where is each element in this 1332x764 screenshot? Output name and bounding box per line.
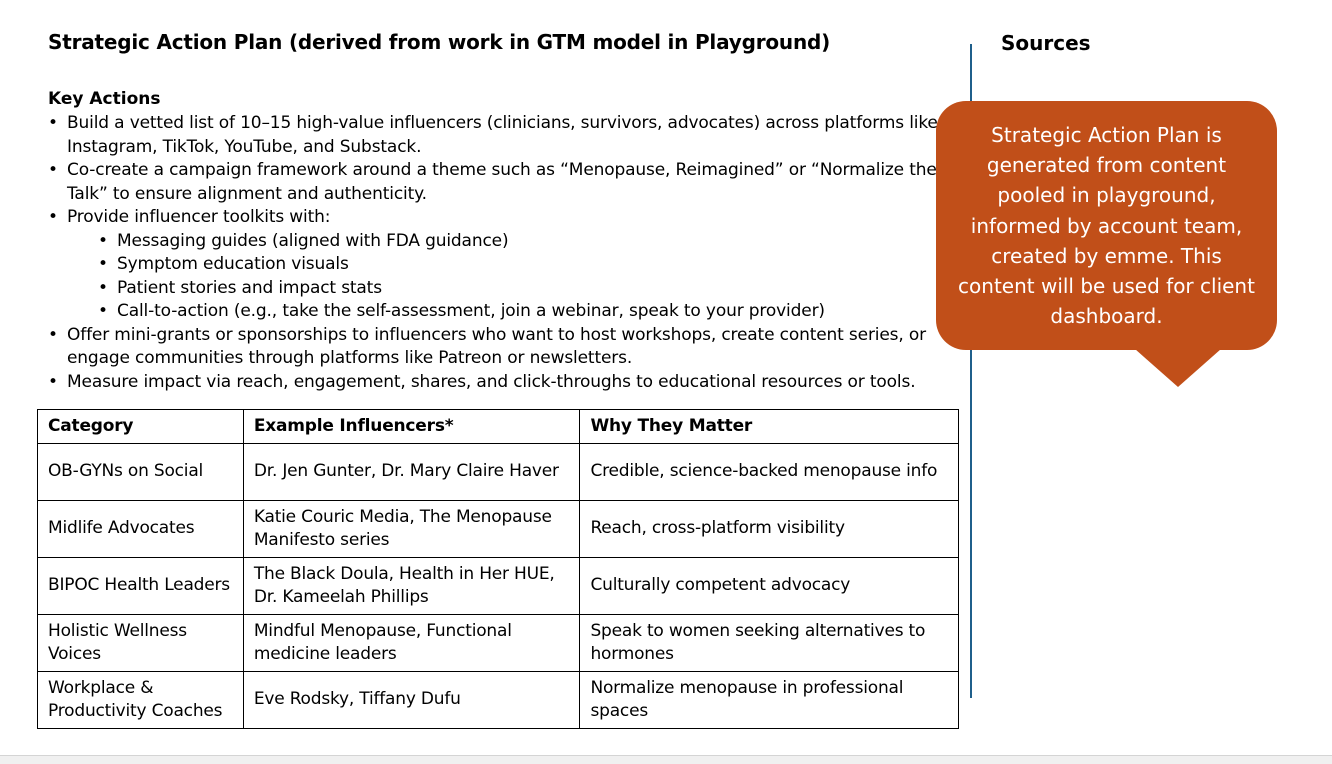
- callout-pointer: [1135, 349, 1221, 387]
- table-header-cell: Category: [37, 409, 244, 444]
- table-cell: Eve Rodsky, Tiffany Dufu: [242, 671, 581, 729]
- table-header-cell: Example Influencers*: [242, 409, 581, 444]
- key-actions-heading: Key Actions: [48, 89, 161, 109]
- callout-text: Strategic Action Plan is generated from …: [958, 123, 1255, 329]
- toolkit-sub-list: Messaging guides (aligned with FDA guida…: [98, 230, 938, 324]
- table-cell: Culturally competent advocacy: [579, 557, 959, 615]
- sub-list-item: Messaging guides (aligned with FDA guida…: [98, 230, 938, 254]
- table-row: Holistic Wellness Voices Mindful Menopau…: [37, 614, 959, 672]
- table-cell: Holistic Wellness Voices: [37, 614, 244, 672]
- sub-list-item: Symptom education visuals: [98, 253, 938, 277]
- bottom-scroll-bar: [0, 755, 1332, 764]
- sub-list-item: Call-to-action (e.g., take the self-asse…: [98, 300, 938, 324]
- table-cell: Dr. Jen Gunter, Dr. Mary Claire Haver: [242, 443, 581, 501]
- table-cell: Credible, science-backed menopause info: [579, 443, 959, 501]
- table-cell: Katie Couric Media, The Menopause Manife…: [242, 500, 581, 558]
- table-cell: OB-GYNs on Social: [37, 443, 244, 501]
- table-row: BIPOC Health Leaders The Black Doula, He…: [37, 557, 959, 615]
- list-item: Co-create a campaign framework around a …: [48, 159, 938, 206]
- table-cell: Midlife Advocates: [37, 500, 244, 558]
- table-cell: Speak to women seeking alternatives to h…: [579, 614, 959, 672]
- table-cell: Workplace & Productivity Coaches: [37, 671, 244, 729]
- table-cell: The Black Doula, Health in Her HUE, Dr. …: [242, 557, 581, 615]
- table-row: Midlife Advocates Katie Couric Media, Th…: [37, 500, 959, 558]
- table-cell: Mindful Menopause, Functional medicine l…: [242, 614, 581, 672]
- list-item: Build a vetted list of 10–15 high-value …: [48, 112, 938, 159]
- table-cell: Normalize menopause in professional spac…: [579, 671, 959, 729]
- list-item: Provide influencer toolkits with: Messag…: [48, 206, 938, 324]
- callout-bubble: Strategic Action Plan is generated from …: [936, 101, 1277, 350]
- sub-list-item: Patient stories and impact stats: [98, 277, 938, 301]
- table-cell: BIPOC Health Leaders: [37, 557, 244, 615]
- page-title: Strategic Action Plan (derived from work…: [48, 30, 831, 54]
- table-header-row: Category Example Influencers* Why They M…: [37, 409, 959, 444]
- table-row: OB-GYNs on Social Dr. Jen Gunter, Dr. Ma…: [37, 443, 959, 501]
- influencer-table: Category Example Influencers* Why They M…: [37, 409, 959, 729]
- table-cell: Reach, cross-platform visibility: [579, 500, 959, 558]
- list-item: Measure impact via reach, engagement, sh…: [48, 371, 938, 395]
- table-header-cell: Why They Matter: [579, 409, 959, 444]
- list-item-text: Provide influencer toolkits with:: [67, 207, 331, 227]
- section-divider: [970, 44, 972, 698]
- list-item: Offer mini-grants or sponsorships to inf…: [48, 324, 938, 371]
- key-actions-list: Build a vetted list of 10–15 high-value …: [48, 112, 938, 394]
- table-row: Workplace & Productivity Coaches Eve Rod…: [37, 671, 959, 729]
- sources-title: Sources: [1001, 31, 1091, 55]
